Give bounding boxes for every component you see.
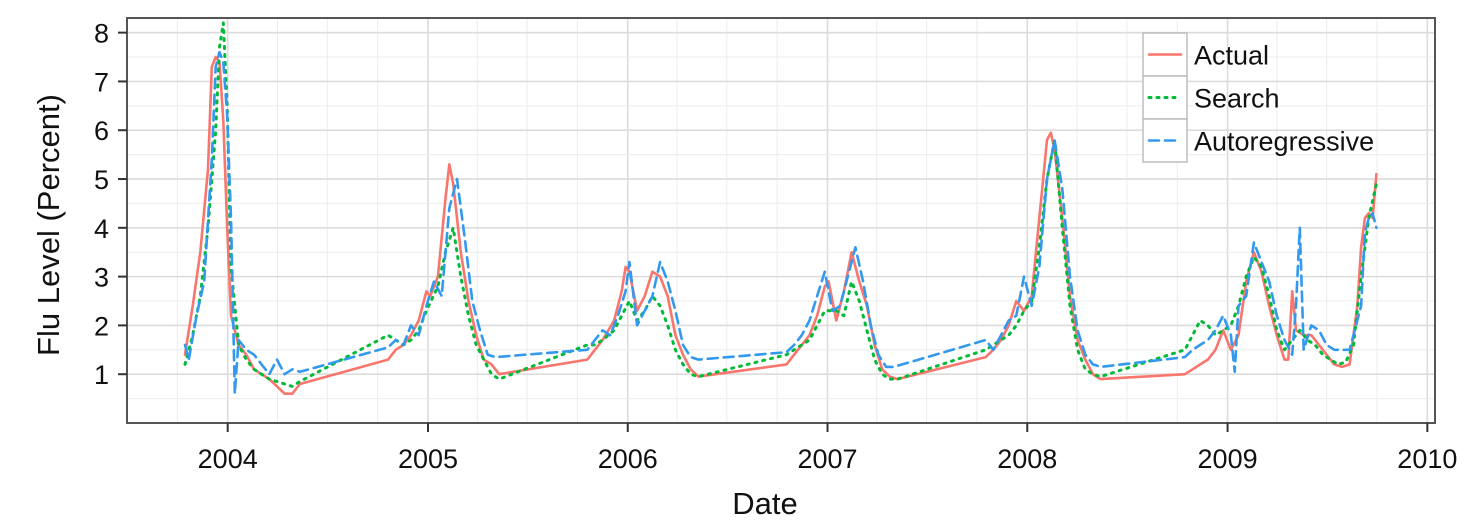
x-tick-label: 2009 <box>1198 444 1258 474</box>
legend-label: Search <box>1194 84 1280 114</box>
x-tick-label: 2005 <box>398 444 458 474</box>
series-lines <box>183 21 1378 396</box>
y-tick-label: 8 <box>94 19 109 49</box>
y-tick-label: 3 <box>94 263 109 293</box>
y-tick-label: 4 <box>94 214 109 244</box>
y-axis-title: Flu Level (Percent) <box>31 94 66 356</box>
x-tick-label: 2006 <box>598 444 658 474</box>
series-line-search <box>183 21 1378 388</box>
y-tick-label: 5 <box>94 165 109 195</box>
y-tick-label: 7 <box>94 67 109 97</box>
axes: 2004 2005 2006 2007 2008 2009 2010 1 2 3 4 5 6 7 8 <box>94 19 1457 474</box>
x-tick-label: 2007 <box>797 444 857 474</box>
plot-background <box>127 18 1435 423</box>
legend-label: Actual <box>1194 41 1269 71</box>
legend: Actual Search Autoregressive <box>1142 32 1374 163</box>
series-line-autoregressive <box>183 50 1378 396</box>
y-tick-label: 1 <box>94 360 109 390</box>
y-tick-label: 6 <box>94 116 109 146</box>
x-tick-label: 2008 <box>997 444 1057 474</box>
grid <box>126 18 1435 424</box>
x-tick-label: 2004 <box>198 444 258 474</box>
plot-frame <box>126 17 1436 424</box>
legend-label: Autoregressive <box>1194 127 1374 157</box>
y-tick-label: 2 <box>94 311 109 341</box>
x-axis-title: Date <box>732 486 797 521</box>
series-line-actual <box>183 55 1378 396</box>
x-tick-label: 2010 <box>1397 444 1457 474</box>
